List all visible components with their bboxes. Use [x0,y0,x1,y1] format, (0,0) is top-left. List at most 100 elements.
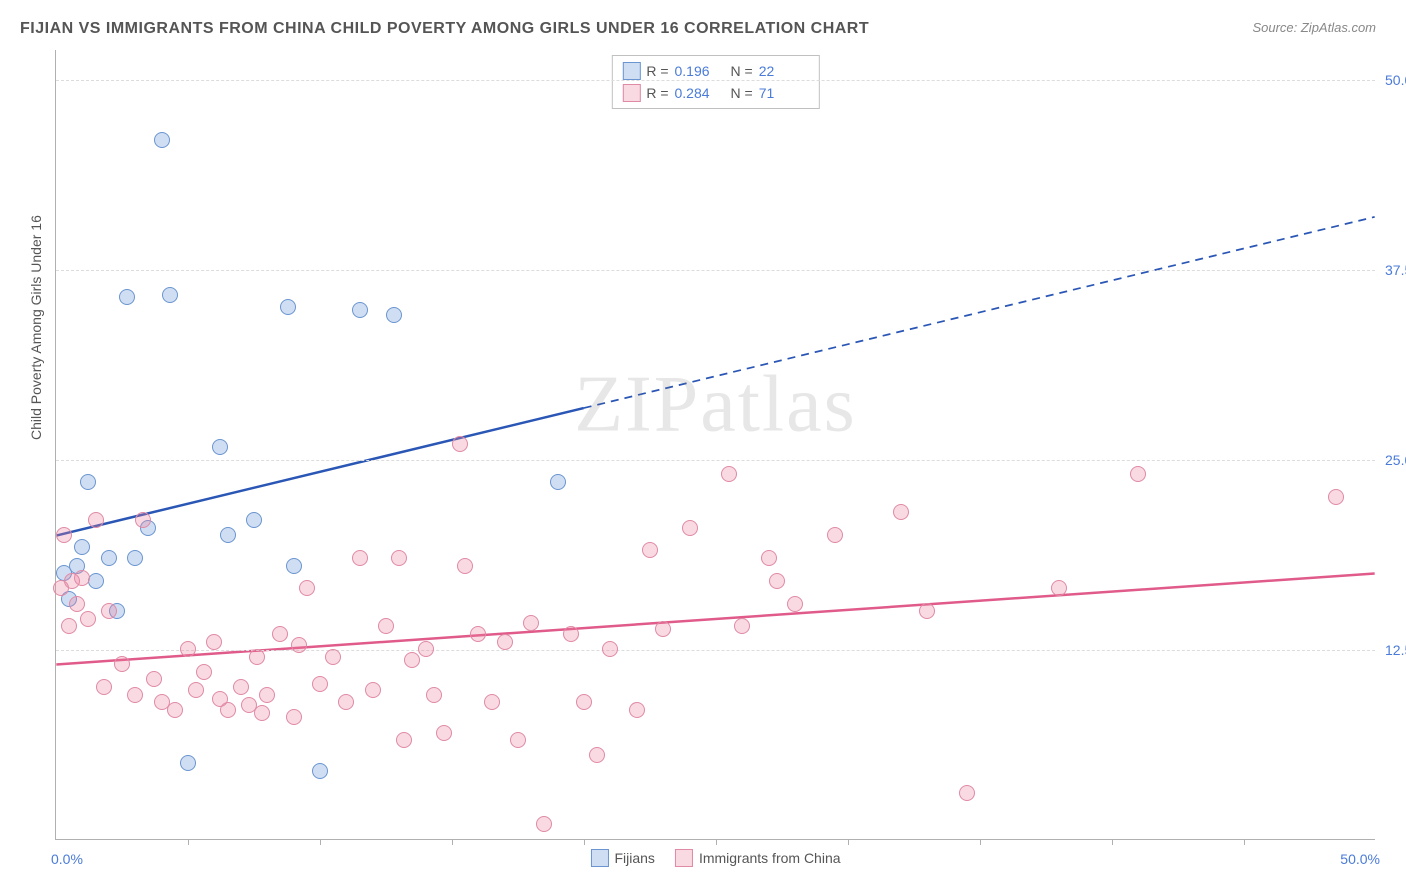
y-tick-label: 50.0% [1385,72,1406,88]
y-tick-label: 12.5% [1385,642,1406,658]
x-tick [980,839,981,845]
point-china [682,520,698,536]
legend-item-fijians: Fijians [590,849,654,867]
legend-row-fijians: R = 0.196 N = 22 [622,60,808,82]
point-china [188,682,204,698]
point-china [827,527,843,543]
x-tick [188,839,189,845]
point-china [325,649,341,665]
point-china [80,611,96,627]
point-china [484,694,500,710]
point-china [338,694,354,710]
n-value-fijians: 22 [759,63,809,79]
point-china [629,702,645,718]
legend-label-china: Immigrants from China [699,850,841,866]
point-china [470,626,486,642]
point-china [299,580,315,596]
point-china [167,702,183,718]
point-china [893,504,909,520]
legend-row-china: R = 0.284 N = 71 [622,82,808,104]
point-china [426,687,442,703]
point-china [1051,580,1067,596]
point-fijians [180,755,196,771]
point-china [589,747,605,763]
r-label: R = [646,85,668,101]
x-tick [452,839,453,845]
x-axis-min-label: 0.0% [51,851,83,867]
point-china [365,682,381,698]
point-china [196,664,212,680]
gridline-h [56,270,1375,271]
swatch-fijians [622,62,640,80]
watermark: ZIPatlas [574,360,857,451]
source-label: Source: ZipAtlas.com [1252,20,1376,35]
point-china [286,709,302,725]
x-tick [716,839,717,845]
x-tick [1244,839,1245,845]
point-china [436,725,452,741]
n-value-china: 71 [759,85,809,101]
watermark-atlas: atlas [700,361,857,449]
point-china [101,603,117,619]
point-fijians [220,527,236,543]
point-china [563,626,579,642]
point-china [734,618,750,634]
point-china [378,618,394,634]
point-fijians [162,287,178,303]
swatch-fijians [590,849,608,867]
point-fijians [246,512,262,528]
point-china [96,679,112,695]
point-china [769,573,785,589]
x-tick [584,839,585,845]
point-fijians [352,302,368,318]
point-china [642,542,658,558]
point-china [523,615,539,631]
point-china [576,694,592,710]
x-axis-max-label: 50.0% [1340,851,1380,867]
point-china [536,816,552,832]
point-china [404,652,420,668]
point-china [352,550,368,566]
point-china [721,466,737,482]
x-tick [1112,839,1113,845]
point-fijians [101,550,117,566]
point-fijians [74,539,90,555]
point-china [510,732,526,748]
scatter-plot: ZIPatlas R = 0.196 N = 22 R = 0.284 N = … [55,50,1375,840]
point-china [919,603,935,619]
point-china [206,634,222,650]
point-china [220,702,236,718]
point-china [56,527,72,543]
gridline-h [56,460,1375,461]
point-china [1130,466,1146,482]
point-china [452,436,468,452]
point-china [497,634,513,650]
point-china [180,641,196,657]
y-tick-label: 25.0% [1385,452,1406,468]
point-china [457,558,473,574]
point-fijians [80,474,96,490]
point-china [291,637,307,653]
point-china [391,550,407,566]
point-china [254,705,270,721]
point-china [396,732,412,748]
point-china [602,641,618,657]
series-legend: Fijians Immigrants from China [590,849,840,867]
point-fijians [127,550,143,566]
point-china [761,550,777,566]
point-fijians [386,307,402,323]
point-fijians [212,439,228,455]
legend-item-china: Immigrants from China [675,849,841,867]
point-fijians [154,132,170,148]
y-tick-label: 37.5% [1385,262,1406,278]
chart-title: FIJIAN VS IMMIGRANTS FROM CHINA CHILD PO… [20,20,869,38]
point-fijians [280,299,296,315]
point-china [312,676,328,692]
point-fijians [550,474,566,490]
trend-lines-svg [56,50,1375,839]
n-label: N = [731,85,753,101]
point-china [787,596,803,612]
point-china [114,656,130,672]
x-tick [848,839,849,845]
r-label: R = [646,63,668,79]
